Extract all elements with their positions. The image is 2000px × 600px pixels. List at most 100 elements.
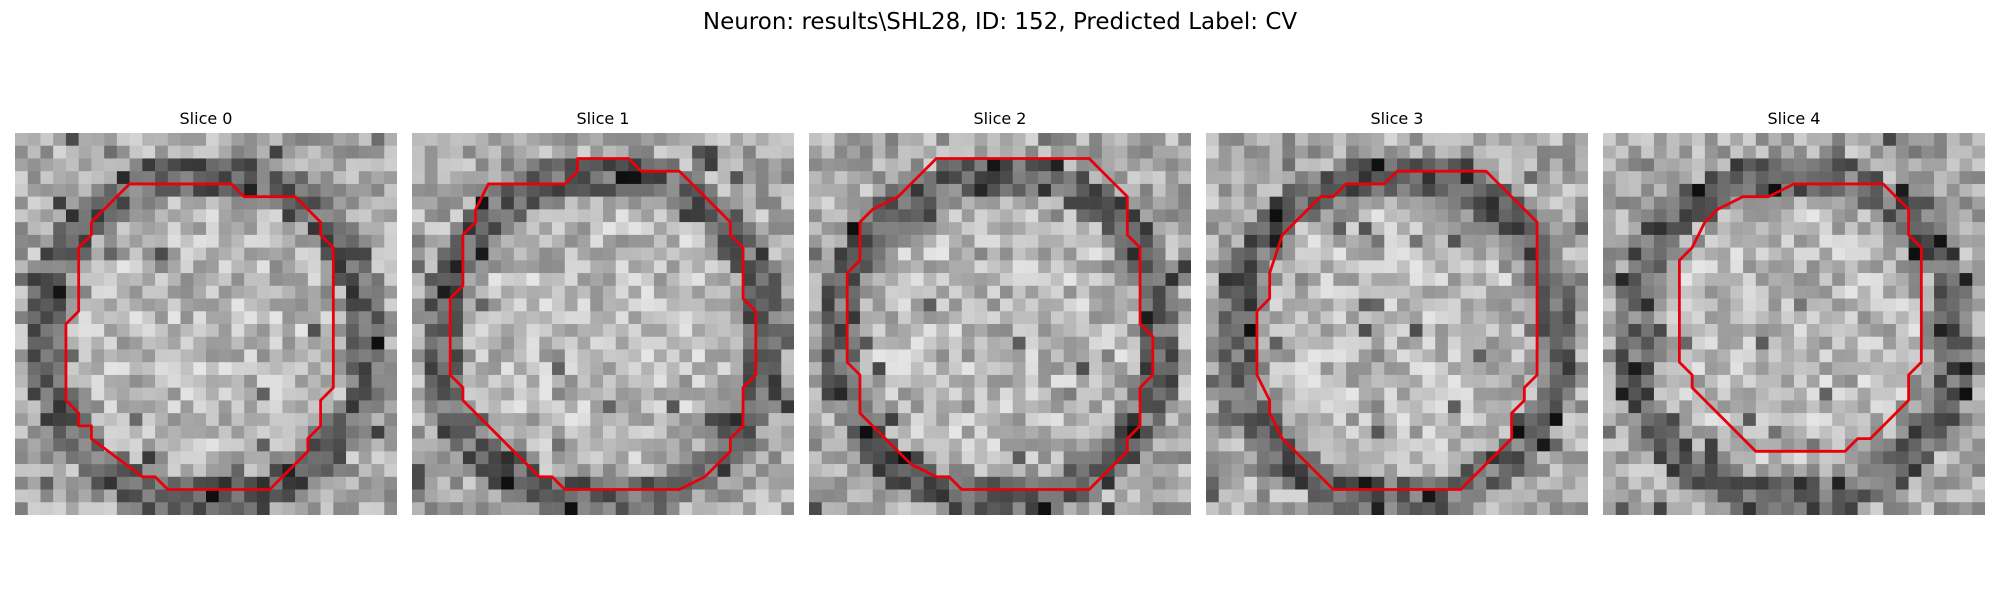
pixel bbox=[1244, 311, 1258, 325]
pixel bbox=[1575, 273, 1588, 287]
pixel bbox=[1743, 476, 1757, 490]
pixel bbox=[1025, 285, 1039, 299]
pixel bbox=[1063, 400, 1077, 414]
pixel bbox=[1857, 171, 1871, 185]
pixel bbox=[1076, 260, 1090, 274]
pixel bbox=[1959, 362, 1973, 376]
pixel bbox=[1050, 413, 1064, 427]
pixel bbox=[218, 145, 232, 159]
pixel bbox=[1524, 273, 1538, 287]
pixel bbox=[1883, 451, 1897, 465]
pixel bbox=[256, 489, 270, 503]
pixel bbox=[1473, 171, 1487, 185]
pixel bbox=[526, 349, 540, 363]
pixel bbox=[1603, 196, 1616, 210]
pixel bbox=[1883, 464, 1897, 478]
pixel bbox=[692, 387, 706, 401]
pixel bbox=[1244, 158, 1258, 172]
pixel bbox=[488, 273, 502, 287]
pixel bbox=[142, 158, 156, 172]
segmentation-contour bbox=[448, 157, 758, 491]
pixel bbox=[1244, 387, 1258, 401]
pixel bbox=[1832, 247, 1846, 261]
pixel bbox=[1959, 196, 1973, 210]
pixel bbox=[1806, 451, 1820, 465]
pixel bbox=[53, 222, 67, 236]
pixel bbox=[1473, 324, 1487, 337]
pixel bbox=[1473, 336, 1487, 350]
pixel bbox=[1781, 489, 1795, 503]
pixel bbox=[679, 387, 693, 401]
pixel bbox=[1946, 336, 1960, 350]
pixel bbox=[577, 298, 591, 312]
pixel bbox=[615, 400, 629, 414]
pixel bbox=[1959, 476, 1973, 490]
pixel bbox=[1537, 183, 1551, 197]
pixel bbox=[692, 400, 706, 414]
pixel bbox=[1012, 476, 1026, 490]
pixel bbox=[307, 145, 321, 159]
pixel bbox=[898, 234, 912, 248]
pixel bbox=[1076, 196, 1090, 210]
pixel bbox=[821, 336, 835, 350]
pixel bbox=[755, 374, 769, 388]
pixel bbox=[1206, 476, 1219, 490]
pixel bbox=[1575, 476, 1588, 490]
pixel bbox=[27, 183, 41, 197]
pixel bbox=[206, 209, 219, 223]
pixel bbox=[1256, 133, 1270, 146]
pixel bbox=[1435, 362, 1449, 376]
pixel bbox=[1282, 502, 1296, 515]
pixel bbox=[936, 387, 950, 401]
pixel bbox=[834, 311, 848, 325]
pixel bbox=[768, 502, 782, 515]
pixel bbox=[1114, 196, 1128, 210]
pixel bbox=[949, 425, 963, 439]
pixel bbox=[167, 285, 181, 299]
pixel bbox=[1012, 260, 1026, 274]
pixel bbox=[974, 209, 988, 223]
pixel bbox=[462, 349, 476, 363]
pixel bbox=[603, 196, 616, 210]
pixel bbox=[1295, 133, 1309, 146]
pixel bbox=[704, 502, 718, 515]
pixel bbox=[821, 438, 835, 452]
pixel bbox=[1768, 285, 1782, 299]
pixel bbox=[231, 273, 245, 287]
pixel bbox=[193, 311, 207, 325]
pixel bbox=[1666, 209, 1680, 223]
pixel bbox=[590, 374, 604, 388]
pixel bbox=[40, 273, 54, 287]
pixel bbox=[1460, 400, 1474, 414]
pixel bbox=[1666, 298, 1680, 312]
pixel bbox=[1666, 425, 1680, 439]
pixel bbox=[666, 374, 680, 388]
pixel bbox=[1603, 234, 1616, 248]
pixel bbox=[768, 234, 782, 248]
pixel bbox=[1295, 464, 1309, 478]
pixel bbox=[679, 209, 693, 223]
pixel bbox=[78, 209, 92, 223]
pixel bbox=[1178, 374, 1191, 388]
pixel bbox=[1549, 451, 1563, 465]
pixel bbox=[1628, 183, 1642, 197]
pixel bbox=[768, 489, 782, 503]
pixel bbox=[564, 209, 578, 223]
pixel bbox=[437, 171, 451, 185]
pixel bbox=[1333, 311, 1347, 325]
pixel bbox=[1908, 209, 1922, 223]
pixel bbox=[91, 260, 105, 274]
pixel bbox=[384, 413, 397, 427]
pixel bbox=[1743, 324, 1757, 337]
pixel bbox=[1946, 273, 1960, 287]
pixel bbox=[27, 400, 41, 414]
pixel bbox=[1972, 349, 1985, 363]
pixel bbox=[333, 400, 347, 414]
pixel bbox=[1114, 298, 1128, 312]
pixel bbox=[193, 273, 207, 287]
pixel bbox=[437, 413, 451, 427]
pixel bbox=[269, 464, 283, 478]
pixel bbox=[65, 324, 79, 337]
pixel bbox=[1127, 374, 1141, 388]
pixel bbox=[949, 183, 963, 197]
